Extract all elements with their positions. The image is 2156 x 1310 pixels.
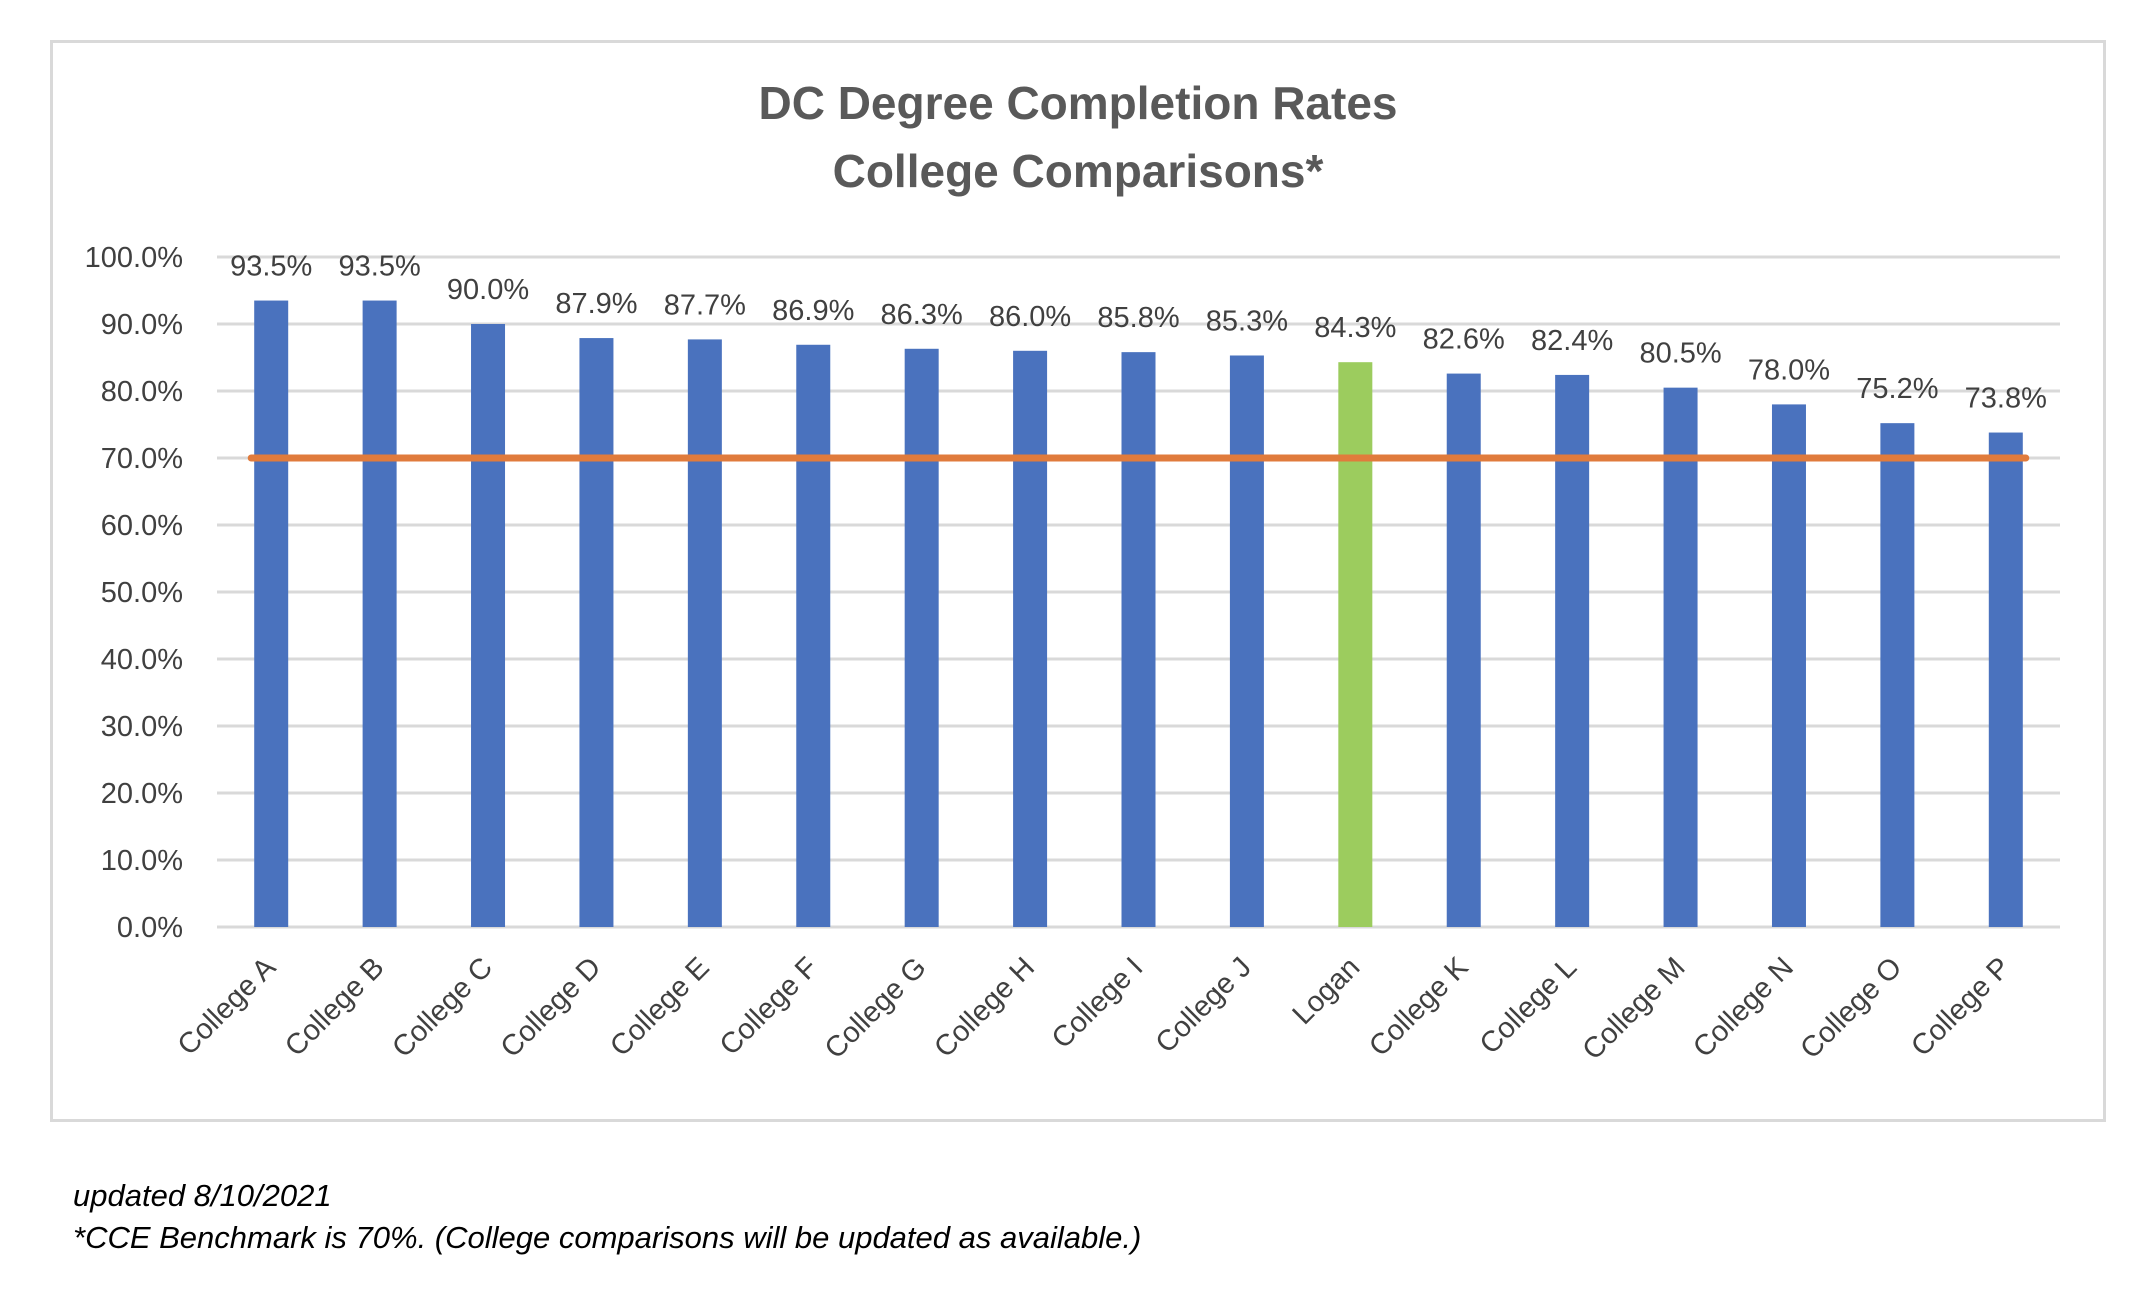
y-tick-label: 100.0% bbox=[85, 242, 183, 274]
y-tick-label: 40.0% bbox=[101, 644, 183, 676]
y-tick-label: 10.0% bbox=[101, 845, 183, 877]
data-label: 86.0% bbox=[989, 301, 1071, 333]
bar bbox=[254, 300, 289, 927]
y-tick-label: 90.0% bbox=[101, 309, 183, 341]
benchmark-footnote: *CCE Benchmark is 70%. (College comparis… bbox=[73, 1220, 1142, 1255]
bar-highlight bbox=[1338, 362, 1373, 927]
data-label: 87.9% bbox=[555, 288, 637, 320]
data-label: 86.9% bbox=[772, 295, 854, 327]
bar bbox=[1988, 432, 2023, 927]
x-category-label: College I bbox=[1046, 951, 1150, 1055]
chart-title-line: College Comparisons* bbox=[833, 145, 1324, 197]
data-label: 86.3% bbox=[881, 299, 963, 331]
data-label: 82.6% bbox=[1423, 324, 1505, 356]
data-label: 80.5% bbox=[1639, 338, 1721, 370]
x-category-label: College G bbox=[819, 951, 933, 1065]
x-category-label: College B bbox=[279, 951, 391, 1063]
y-tick-label: 20.0% bbox=[101, 778, 183, 810]
bar-chart: DC Degree Completion Rates College Compar… bbox=[85, 77, 2060, 1066]
updated-date-note: updated 8/10/2021 bbox=[73, 1178, 332, 1213]
data-label: 85.8% bbox=[1097, 302, 1179, 334]
bar bbox=[579, 338, 614, 927]
data-label: 84.3% bbox=[1314, 312, 1396, 344]
data-label: 82.4% bbox=[1531, 325, 1613, 357]
chart-frame: DC Degree Completion Rates College Compar… bbox=[50, 40, 2106, 1122]
bar bbox=[1880, 423, 1915, 927]
x-category-label: Logan bbox=[1287, 951, 1367, 1031]
bar bbox=[1229, 355, 1264, 927]
x-category-label: College N bbox=[1687, 951, 1800, 1064]
data-label: 73.8% bbox=[1965, 383, 2047, 415]
data-label: 90.0% bbox=[447, 274, 529, 306]
x-category-label: College L bbox=[1474, 951, 1583, 1060]
x-category-label: College A bbox=[172, 951, 283, 1062]
x-category-label: College E bbox=[604, 951, 716, 1063]
data-label: 93.5% bbox=[339, 251, 421, 283]
bar bbox=[1771, 404, 1806, 927]
bar bbox=[1555, 374, 1590, 927]
x-category-label: College F bbox=[714, 951, 824, 1061]
y-tick-label: 50.0% bbox=[101, 577, 183, 609]
x-category-label: College J bbox=[1150, 951, 1258, 1059]
bar bbox=[796, 344, 831, 927]
y-tick-label: 60.0% bbox=[101, 510, 183, 542]
x-category-label: College K bbox=[1363, 951, 1475, 1063]
data-label: 78.0% bbox=[1748, 354, 1830, 386]
y-tick-label: 30.0% bbox=[101, 711, 183, 743]
x-category-label: College D bbox=[495, 951, 608, 1064]
bar bbox=[1663, 387, 1698, 927]
bar bbox=[362, 300, 397, 927]
x-category-label: College M bbox=[1577, 951, 1692, 1066]
x-category-label: College P bbox=[1905, 951, 2017, 1063]
y-tick-label: 80.0% bbox=[101, 376, 183, 408]
x-category-label: College C bbox=[386, 951, 499, 1064]
x-category-label: College O bbox=[1795, 951, 1909, 1065]
bar bbox=[904, 348, 939, 927]
chart-title-line: DC Degree Completion Rates bbox=[758, 77, 1397, 129]
y-tick-label: 70.0% bbox=[101, 443, 183, 475]
x-category-label: College H bbox=[928, 951, 1041, 1064]
data-label: 93.5% bbox=[230, 251, 312, 283]
data-label: 87.7% bbox=[664, 289, 746, 321]
data-label: 75.2% bbox=[1856, 373, 1938, 405]
bar bbox=[1446, 373, 1481, 928]
bar bbox=[471, 324, 506, 927]
data-label: 85.3% bbox=[1206, 305, 1288, 337]
bar bbox=[687, 339, 722, 927]
bar bbox=[1121, 352, 1156, 927]
y-tick-label: 0.0% bbox=[117, 912, 183, 944]
bar bbox=[1013, 350, 1048, 927]
